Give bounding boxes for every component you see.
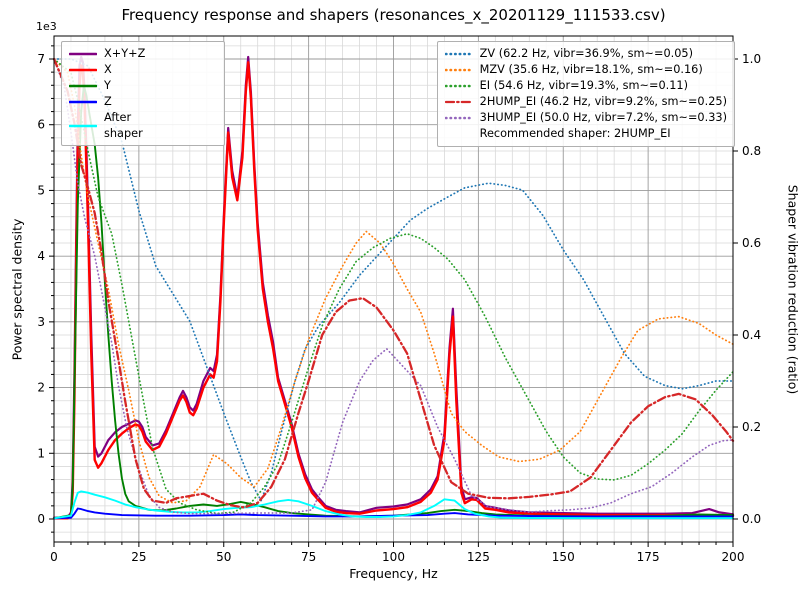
curve-x xyxy=(52,61,735,520)
x-tick-label: 25 xyxy=(131,550,146,564)
legend-line-sample xyxy=(69,52,97,56)
legend-line-sample xyxy=(69,100,97,104)
x-tick-label: 50 xyxy=(216,550,231,564)
y-right-axis-label: Shaper vibration reduction (ratio) xyxy=(785,184,800,395)
y-left-tick-label: 3 xyxy=(37,315,45,329)
y-left-tick-label: 2 xyxy=(37,381,45,395)
legend-item-x: X xyxy=(69,62,217,78)
x-tick-label: 0 xyxy=(50,550,58,564)
y-right-tick-label: 1.0 xyxy=(742,52,761,66)
curve-z xyxy=(53,507,734,520)
legend-item-label: Y xyxy=(104,79,111,93)
legend-line-sample xyxy=(444,84,473,88)
curve-3hump-ei xyxy=(53,58,734,515)
curve-after-shaper xyxy=(53,490,734,520)
x-tick-label: 125 xyxy=(467,550,490,564)
legend-line-sample xyxy=(69,84,97,88)
x-tick-label: 200 xyxy=(722,550,745,564)
y-right-tick-label: 0.6 xyxy=(742,236,761,250)
y-left-offset-text: 1e3 xyxy=(36,20,57,33)
legend-item-label: X xyxy=(104,63,112,77)
legend-line-sample xyxy=(444,68,473,72)
curve-2hump-ei xyxy=(52,57,735,509)
legend-item-after-shaper: After shaper xyxy=(69,110,217,141)
chart-title: Frequency response and shapers (resonanc… xyxy=(121,6,666,24)
legend-item-3hump-ei: 3HUMP_EI (50.0 Hz, vibr=7.2%, sm~=0.33) xyxy=(444,110,727,126)
legend-item-z: Z xyxy=(69,94,217,110)
x-tick-label: 75 xyxy=(301,550,316,564)
y-left-tick-label: 5 xyxy=(37,183,45,197)
x-tick-label: 150 xyxy=(552,550,575,564)
y-left-tick-label: 0 xyxy=(37,512,45,526)
x-axis-label: Frequency, Hz xyxy=(349,566,438,581)
recommended-shaper-text: Recommended shaper: 2HUMP_EI xyxy=(479,127,671,141)
tick-labels: 0 25 50 75 100 125 150 175 200 0 1 2 3 4 5 6 7 0.0 0.2 0.4 0… xyxy=(37,52,761,564)
legend-item-x-y-z: X+Y+Z xyxy=(69,46,217,62)
legend-line-sample xyxy=(444,116,473,120)
y-right-tick-label: 0.2 xyxy=(742,420,761,434)
legend-shapers: ZV (62.2 Hz, vibr=36.9%, sm~=0.05) MZV (3… xyxy=(436,41,735,147)
y-left-axis-label: Power spectral density xyxy=(9,218,25,361)
legend-footer-recommended-shaper: Recommended shaper: 2HUMP_EI xyxy=(445,126,727,142)
y-left-tick-label: 6 xyxy=(37,118,45,132)
legend-item-label: 2HUMP_EI (46.2 Hz, vibr=9.2%, sm~=0.25) xyxy=(479,95,727,109)
legend-item-y: Y xyxy=(69,78,217,94)
legend-line-sample xyxy=(444,100,473,104)
legend-item-zv: ZV (62.2 Hz, vibr=36.9%, sm~=0.05) xyxy=(444,46,727,62)
legend-item-label: ZV (62.2 Hz, vibr=36.9%, sm~=0.05) xyxy=(479,47,694,61)
y-right-tick-label: 0.4 xyxy=(742,328,761,342)
y-right-tick-label: 0.8 xyxy=(742,144,761,158)
legend-item-label: X+Y+Z xyxy=(104,47,146,61)
legend-line-sample xyxy=(69,124,97,127)
legend-item-2hump-ei: 2HUMP_EI (46.2 Hz, vibr=9.2%, sm~=0.25) xyxy=(444,94,727,110)
curve-zv xyxy=(53,58,734,502)
legend-line-sample xyxy=(69,68,97,72)
legend-item-label: 3HUMP_EI (50.0 Hz, vibr=7.2%, sm~=0.33) xyxy=(479,111,727,125)
legend-item-label: After shaper xyxy=(104,111,143,140)
y-left-tick-label: 7 xyxy=(37,52,45,66)
legend-item-label: Z xyxy=(104,95,112,109)
legend-item-mzv: MZV (35.6 Hz, vibr=18.1%, sm~=0.16) xyxy=(444,62,727,78)
y-left-tick-label: 4 xyxy=(37,249,45,263)
curve-ei xyxy=(53,58,734,515)
tick-marks xyxy=(49,45,738,547)
x-tick-label: 100 xyxy=(382,550,405,564)
legend-line-sample xyxy=(444,52,473,56)
y-right-tick-label: 0.0 xyxy=(742,512,761,526)
legend-item-label: MZV (35.6 Hz, vibr=18.1%, sm~=0.16) xyxy=(479,63,703,77)
legend-item-ei: EI (54.6 Hz, vibr=19.3%, sm~=0.11) xyxy=(444,78,727,94)
legend-item-label: EI (54.6 Hz, vibr=19.3%, sm~=0.11) xyxy=(479,79,689,93)
curve-mzv xyxy=(53,58,734,504)
legend-psd: X+Y+Z X Y Z After shaper xyxy=(61,41,225,147)
x-tick-label: 175 xyxy=(637,550,660,564)
y-left-tick-label: 1 xyxy=(37,446,45,460)
